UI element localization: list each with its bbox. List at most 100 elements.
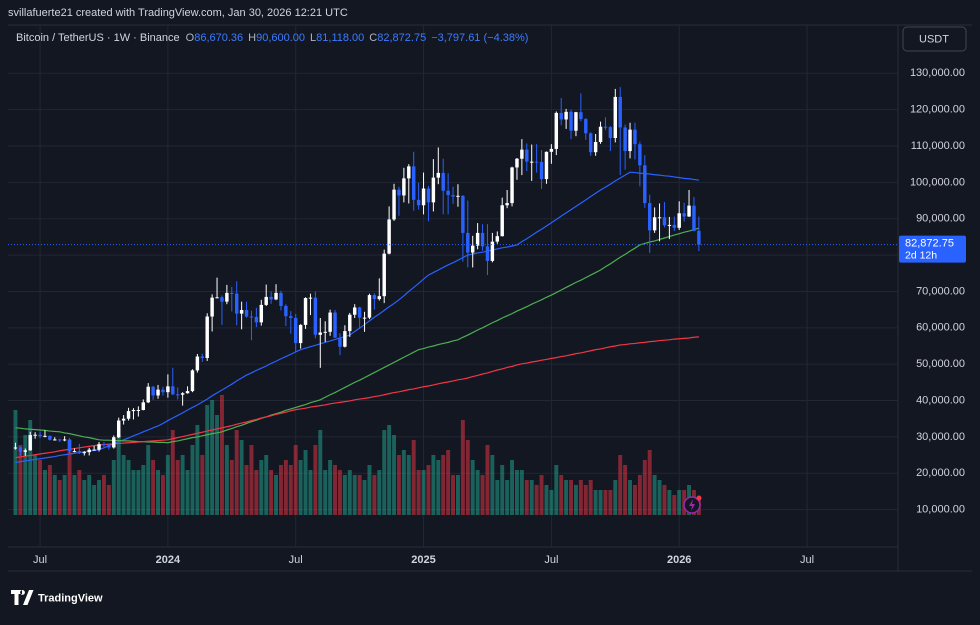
volume-bar (637, 475, 642, 515)
volume-bar (569, 480, 574, 515)
candle-body (515, 158, 519, 168)
volume-bar (254, 470, 259, 515)
alert-icon[interactable] (683, 495, 702, 514)
candle-body (687, 205, 691, 217)
candle-body (505, 203, 509, 206)
volume-bar (677, 490, 682, 515)
candle-body (107, 444, 111, 448)
y-tick-label: 10,000.00 (916, 504, 965, 516)
candle-body (613, 96, 618, 138)
y-tick-label: 30,000.00 (916, 431, 965, 443)
candle-body (318, 332, 323, 335)
volume-bar (583, 485, 588, 515)
chart-legend: Bitcoin / TetherUS · 1W · Binance O86,670… (16, 32, 528, 44)
candle-body (313, 297, 318, 335)
volume-bar (495, 480, 500, 515)
candle-body (500, 205, 504, 237)
volume-bar (337, 470, 342, 515)
volume-bar (657, 480, 662, 515)
candle-body (333, 312, 337, 338)
volume-bar (249, 445, 254, 515)
moving-average-line (15, 227, 700, 444)
volume-bar (436, 460, 441, 515)
volume-bar (141, 465, 146, 515)
volume-bar (524, 480, 529, 515)
volume-bar (485, 445, 490, 515)
y-tick-label: 20,000.00 (916, 467, 965, 479)
volume-bar (13, 410, 18, 515)
candle-body (480, 232, 485, 247)
volume-bar (559, 475, 564, 515)
x-tick-label: 2025 (411, 554, 435, 566)
x-tick-label: Jul (289, 554, 303, 566)
candle-body (239, 310, 244, 314)
volume-bar (593, 490, 598, 515)
volume-bar (313, 445, 318, 515)
candle-body (264, 296, 268, 305)
volume-bar (613, 480, 618, 515)
last-price-label: 82,872.75 (905, 238, 954, 250)
candle-body (136, 410, 141, 411)
currency-button[interactable] (902, 26, 967, 52)
volume-bar (451, 475, 456, 515)
volume-bar (623, 465, 628, 515)
candle-body (146, 386, 150, 403)
legend-key: L (310, 32, 316, 44)
volume-bar (101, 475, 106, 515)
candle-body (185, 391, 190, 394)
candle-body (48, 435, 52, 440)
volume-bar (387, 425, 392, 515)
volume-bar (111, 460, 116, 515)
candle-body (230, 292, 234, 294)
candle-body (662, 217, 667, 226)
y-tick-label: 120,000.00 (910, 104, 965, 116)
volume-bar (573, 485, 578, 515)
candle-body (431, 177, 436, 203)
volume-bar (588, 480, 593, 515)
volume-bar (642, 460, 647, 515)
candle-body (293, 318, 298, 344)
volume-bar (224, 445, 229, 515)
candle-body (102, 444, 106, 446)
candle-body (633, 129, 637, 145)
volume-bar (156, 470, 161, 515)
volume-bar (529, 480, 534, 515)
candle-body (18, 447, 23, 452)
volume-bar (431, 455, 436, 515)
volume-bar (308, 470, 313, 515)
candle-body (441, 172, 445, 191)
y-tick-label: 60,000.00 (916, 322, 965, 334)
volume-bar (328, 460, 333, 515)
candle-body (77, 451, 82, 453)
legend-value: 90,600.00 (256, 32, 305, 44)
candle-body (692, 205, 696, 231)
candle-body (308, 297, 313, 299)
volume-bar (57, 480, 62, 515)
candle-body (657, 217, 662, 219)
candle-body (643, 165, 647, 204)
y-tick-label: 50,000.00 (916, 358, 965, 370)
candle-body (57, 439, 62, 441)
x-tick-label: Jul (800, 554, 814, 566)
candle-body (190, 370, 195, 392)
legend-value: 82,872.75 (377, 32, 426, 44)
candle-body (544, 151, 549, 180)
candle-body (200, 356, 205, 358)
volume-bar (52, 475, 57, 515)
legend-key: O (186, 32, 195, 44)
candle-body (141, 402, 146, 410)
volume-bar (72, 475, 77, 515)
volume-bar (67, 440, 72, 515)
legend-value: 81,118.00 (316, 32, 364, 44)
candle-body (161, 389, 165, 393)
candle-body (461, 195, 465, 233)
candle-body (387, 219, 391, 254)
candle-body (574, 112, 578, 131)
moving-average-line (15, 336, 699, 459)
volume-bar (62, 475, 67, 515)
candle-body (579, 112, 583, 120)
y-tick-label: 40,000.00 (916, 394, 965, 406)
volume-bar (195, 425, 200, 515)
candle-body (426, 188, 431, 203)
